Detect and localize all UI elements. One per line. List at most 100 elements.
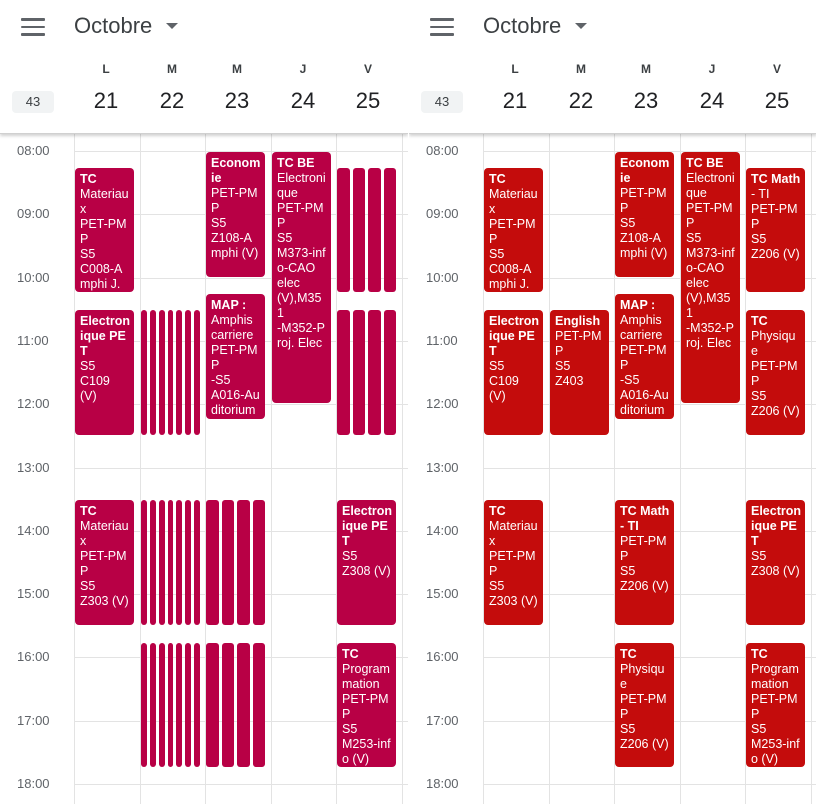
overlapping-event-strip[interactable] [337, 167, 350, 293]
overlapping-event-strip[interactable] [149, 500, 156, 625]
calendar-event[interactable]: Electronique PET S5 C109 (V) [484, 310, 543, 435]
event-detail-line: Physique [620, 661, 665, 691]
calendar-event[interactable]: Electronique PET S5 Z308 (V) [746, 500, 805, 625]
hour-gridline [483, 784, 816, 785]
overlapping-event-strip[interactable] [158, 500, 165, 625]
month-selector[interactable]: Octobre [483, 13, 562, 38]
overlapping-event-strip[interactable] [206, 642, 219, 768]
event-title-line: English [555, 314, 601, 329]
event-detail-line: PET-PMP [211, 343, 258, 373]
overlapping-event-strip[interactable] [167, 500, 174, 625]
overlapping-event-strip[interactable] [352, 167, 365, 293]
event-detail-line: - TI [751, 186, 770, 201]
hamburger-menu-icon[interactable] [430, 18, 454, 36]
event-detail-line: Z308 (V) [751, 564, 800, 579]
calendar-event[interactable]: TC Physique PET-PMP S5 Z206 (V) [615, 642, 674, 768]
overlapping-event-strip[interactable] [185, 500, 192, 625]
month-selector[interactable]: Octobre [74, 13, 153, 38]
event-detail-line: S5 [555, 359, 571, 374]
overlapping-event-strip[interactable] [383, 167, 396, 293]
time-grid: 08:00 09:00 10:00 11:00 12:00 13:00 14:00 15:00… [409, 118, 816, 804]
calendar-event[interactable]: TC Materiaux PET-PMP S5 C008-Amphi J. [75, 167, 134, 293]
overlapping-event-strip[interactable] [167, 642, 174, 768]
event-detail-line: PET-PMP [751, 691, 798, 721]
calendar-event[interactable]: TC Programmation PET-PMP S5 M253-info (V) [746, 642, 805, 768]
overlapping-event-strip[interactable] [185, 642, 192, 768]
calendar-event[interactable]: TC Math - TI PET-PMP S5 Z206 (V) [746, 167, 805, 293]
overlapping-event-strip[interactable] [167, 310, 174, 435]
day-number[interactable]: 21 [502, 88, 528, 113]
overlapping-event-strip[interactable] [158, 642, 165, 768]
overlapping-event-strip[interactable] [185, 310, 192, 435]
event-detail-line: Materiaux [489, 186, 538, 216]
day-column-divider [271, 118, 272, 804]
calendar-event[interactable]: TC BE Electronique PET-PMP S5 M373-info-CAO e… [272, 152, 331, 404]
week-number-badge: 43 [12, 91, 54, 113]
day-number[interactable]: 21 [93, 88, 119, 113]
day-number[interactable]: 22 [568, 88, 594, 113]
day-number[interactable]: 22 [159, 88, 185, 113]
calendar-event[interactable]: TC Physique PET-PMP S5 Z206 (V) [746, 310, 805, 435]
calendar-event[interactable]: TC Materiaux PET-PMP S5 C008-Amphi J. [484, 167, 543, 293]
event-detail-line: S5 [620, 721, 636, 736]
overlapping-event-strip[interactable] [252, 642, 265, 768]
calendar-event[interactable]: TC BE Electronique PET-PMP S5 M373-info-CAO e… [681, 152, 740, 404]
day-column-divider [745, 118, 746, 804]
dropdown-caret-icon[interactable] [575, 23, 587, 29]
calendar-event[interactable]: Electronique PET S5 C109 (V) [75, 310, 134, 435]
overlapping-event-strip[interactable] [237, 642, 250, 768]
overlapping-event-strip[interactable] [383, 310, 396, 435]
day-column-divider [402, 118, 403, 804]
event-detail-line: S5 [342, 721, 358, 736]
calendar-event[interactable]: TC Math - TI PET-PMP S5 Z206 (V) [615, 500, 674, 625]
overlapping-event-strip[interactable] [141, 500, 147, 625]
overlapping-event-strip[interactable] [252, 500, 265, 625]
calendar-event[interactable]: Economie PET-PMP S5 Z108-Amphi (V) [206, 152, 265, 277]
overlapping-event-strip[interactable] [141, 310, 147, 435]
event-detail-line: Z108-Amphi (V) [211, 231, 259, 260]
event-detail-line: Materiaux [489, 519, 538, 549]
overlapping-event-strip[interactable] [194, 642, 200, 768]
overlapping-event-strip[interactable] [176, 310, 183, 435]
day-number[interactable]: 24 [699, 88, 725, 113]
overlapping-event-strip[interactable] [237, 500, 250, 625]
overlapping-event-strip[interactable] [141, 642, 147, 768]
event-title-line: TC Math [751, 171, 801, 186]
day-number[interactable]: 23 [224, 88, 250, 113]
day-of-week-label: J [708, 62, 716, 76]
left-calendar-view: Octobre 43 L 21 M 22 M 23 J 24 V 25 08:00 09:00 10:… [0, 13, 408, 804]
event-detail-line: Z206 (V) [751, 246, 800, 261]
event-detail-line: A016-Auditorium [211, 388, 260, 418]
calendar-event[interactable]: English PET-PMP S5 Z403 [550, 310, 609, 435]
overlapping-event-strip[interactable] [194, 310, 200, 435]
overlapping-event-strip[interactable] [368, 310, 381, 435]
overlapping-event-strip[interactable] [352, 310, 365, 435]
calendar-event[interactable]: MAP : Amphis carriere PET-PMP -S5 A016-Audito… [615, 294, 674, 420]
overlapping-event-strip[interactable] [221, 500, 234, 625]
calendar-event[interactable]: Electronique PET S5 Z308 (V) [337, 500, 396, 625]
day-number[interactable]: 23 [633, 88, 659, 113]
hour-label: 16:00 [426, 649, 459, 665]
overlapping-event-strip[interactable] [176, 500, 183, 625]
calendar-event[interactable]: TC Programmation PET-PMP S5 M253-info (V) [337, 642, 396, 768]
overlapping-event-strip[interactable] [368, 167, 381, 293]
calendar-event[interactable]: TC Materiaux PET-PMP S5 Z303 (V) [75, 500, 134, 625]
calendar-event[interactable]: Economie PET-PMP S5 Z108-Amphi (V) [615, 152, 674, 277]
overlapping-event-strip[interactable] [337, 310, 350, 435]
event-detail-line: (V),M351 [686, 291, 731, 320]
calendar-event[interactable]: MAP : Amphis carriere PET-PMP -S5 A016-Audito… [206, 294, 265, 420]
overlapping-event-strip[interactable] [206, 500, 219, 625]
overlapping-event-strip[interactable] [194, 500, 200, 625]
overlapping-event-strip[interactable] [176, 642, 183, 768]
day-number[interactable]: 25 [355, 88, 381, 113]
overlapping-event-strip[interactable] [158, 310, 165, 435]
dropdown-caret-icon[interactable] [166, 23, 178, 29]
hamburger-menu-icon[interactable] [21, 18, 45, 36]
calendar-event[interactable]: TC Materiaux PET-PMP S5 Z303 (V) [484, 500, 543, 625]
hour-gridline [74, 151, 408, 152]
day-number[interactable]: 25 [764, 88, 790, 113]
overlapping-event-strip[interactable] [149, 310, 156, 435]
day-number[interactable]: 24 [290, 88, 316, 113]
overlapping-event-strip[interactable] [221, 642, 234, 768]
overlapping-event-strip[interactable] [149, 642, 156, 768]
